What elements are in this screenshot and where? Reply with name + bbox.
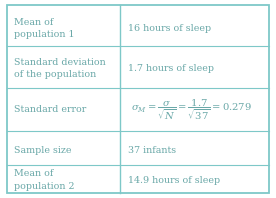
- Text: $\sigma_M = \dfrac{\sigma}{\sqrt{N}} = \dfrac{1.7}{\sqrt{37}} = 0.279$: $\sigma_M = \dfrac{\sigma}{\sqrt{N}} = \…: [131, 97, 252, 122]
- Text: 37 infants: 37 infants: [128, 146, 176, 155]
- Text: 1.7 hours of sleep: 1.7 hours of sleep: [128, 64, 214, 73]
- Text: 16 hours of sleep: 16 hours of sleep: [128, 24, 211, 33]
- Text: Mean of
population 2: Mean of population 2: [14, 169, 74, 191]
- Text: Mean of
population 1: Mean of population 1: [14, 18, 74, 39]
- Text: Sample size: Sample size: [14, 146, 71, 155]
- FancyBboxPatch shape: [7, 5, 269, 193]
- Text: 14.9 hours of sleep: 14.9 hours of sleep: [128, 176, 221, 185]
- Text: Standard error: Standard error: [14, 105, 86, 114]
- Text: Standard deviation
of the population: Standard deviation of the population: [14, 58, 105, 79]
